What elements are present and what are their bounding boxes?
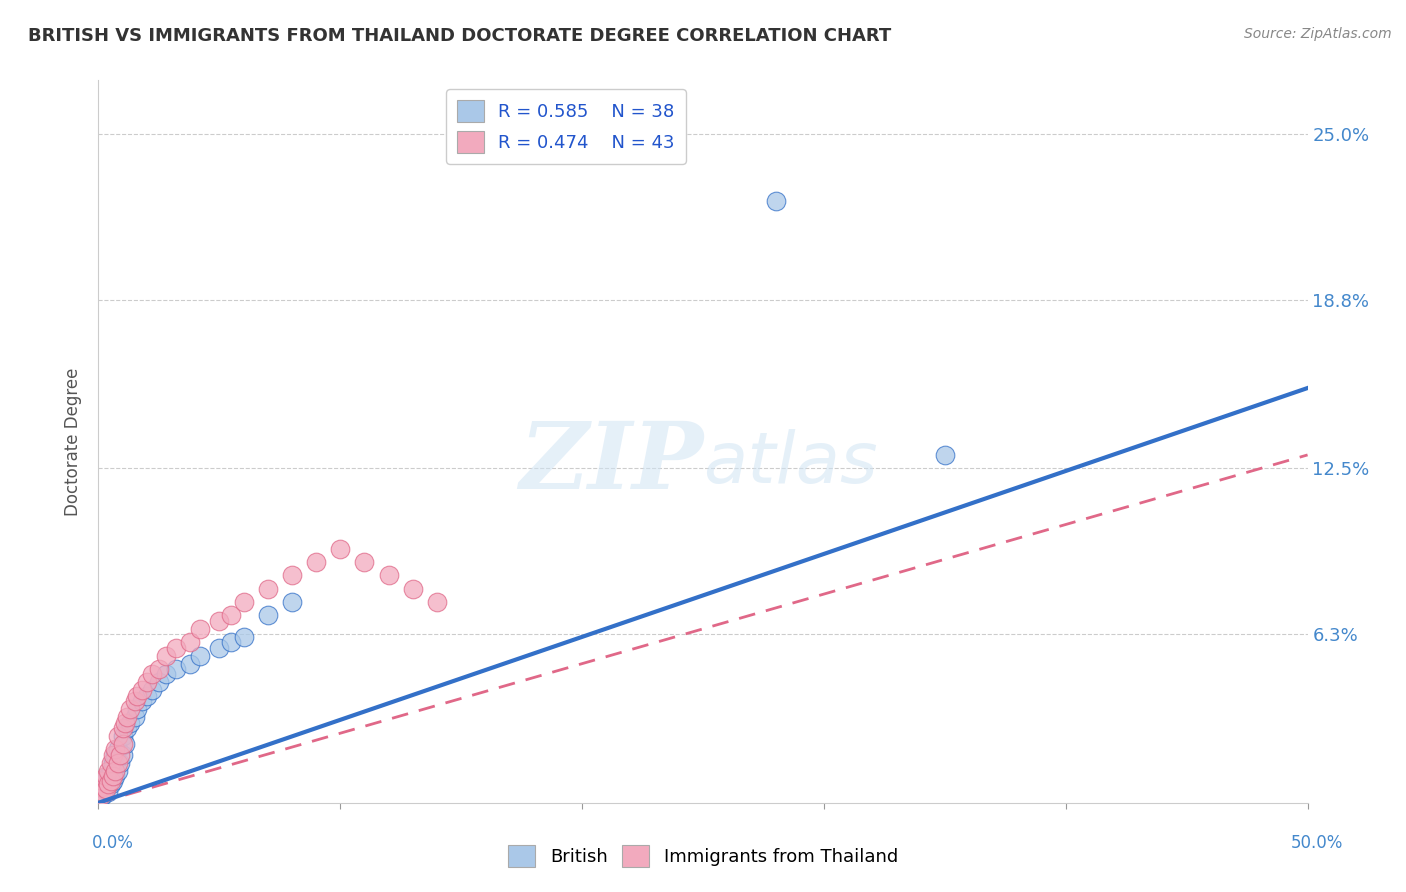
Point bbox=[155, 648, 177, 663]
Point bbox=[127, 702, 149, 716]
Point bbox=[107, 756, 129, 770]
Point bbox=[100, 774, 122, 789]
Point bbox=[141, 683, 163, 698]
Text: 0.0%: 0.0% bbox=[91, 834, 134, 852]
Point bbox=[124, 694, 146, 708]
Point bbox=[108, 747, 131, 762]
Point bbox=[118, 715, 141, 730]
Point bbox=[114, 715, 136, 730]
Point bbox=[131, 694, 153, 708]
Legend: R = 0.585    N = 38, R = 0.474    N = 43: R = 0.585 N = 38, R = 0.474 N = 43 bbox=[446, 89, 686, 164]
Point bbox=[94, 780, 117, 794]
Point bbox=[221, 608, 243, 623]
Point bbox=[94, 769, 117, 783]
Text: ZIP: ZIP bbox=[519, 418, 703, 508]
Point bbox=[91, 788, 114, 802]
Point bbox=[90, 780, 112, 794]
Text: 50.0%: 50.0% bbox=[1291, 834, 1343, 852]
Point bbox=[97, 785, 120, 799]
Point bbox=[135, 675, 157, 690]
Legend: British, Immigrants from Thailand: British, Immigrants from Thailand bbox=[501, 838, 905, 874]
Point bbox=[101, 747, 124, 762]
Point bbox=[281, 595, 304, 609]
Point bbox=[91, 785, 114, 799]
Point bbox=[155, 667, 177, 681]
Point bbox=[148, 662, 170, 676]
Point bbox=[208, 614, 231, 628]
Point bbox=[111, 737, 134, 751]
Point bbox=[281, 568, 304, 582]
Point bbox=[114, 737, 136, 751]
Point bbox=[377, 568, 399, 582]
Point bbox=[90, 788, 112, 802]
Point bbox=[101, 769, 124, 783]
Point bbox=[188, 622, 211, 636]
Point bbox=[305, 555, 328, 569]
Point bbox=[107, 742, 129, 756]
Point bbox=[104, 769, 127, 783]
Point bbox=[108, 756, 131, 770]
Point bbox=[426, 595, 449, 609]
Point bbox=[94, 782, 117, 797]
Point bbox=[934, 448, 956, 462]
Point bbox=[131, 683, 153, 698]
Point bbox=[104, 747, 127, 762]
Point bbox=[97, 769, 120, 783]
Point bbox=[100, 756, 122, 770]
Point bbox=[104, 764, 127, 778]
Point bbox=[124, 710, 146, 724]
Point bbox=[111, 747, 134, 762]
Point bbox=[97, 777, 120, 791]
Point bbox=[104, 742, 127, 756]
Text: Source: ZipAtlas.com: Source: ZipAtlas.com bbox=[1244, 27, 1392, 41]
Point bbox=[101, 774, 124, 789]
Text: BRITISH VS IMMIGRANTS FROM THAILAND DOCTORATE DEGREE CORRELATION CHART: BRITISH VS IMMIGRANTS FROM THAILAND DOCT… bbox=[28, 27, 891, 45]
Point bbox=[135, 689, 157, 703]
Point bbox=[232, 595, 254, 609]
Point bbox=[179, 635, 201, 649]
Point bbox=[353, 555, 375, 569]
Point bbox=[117, 721, 139, 735]
Point bbox=[179, 657, 201, 671]
Point bbox=[111, 721, 134, 735]
Point bbox=[90, 790, 112, 805]
Point bbox=[141, 667, 163, 681]
Point bbox=[107, 764, 129, 778]
Point bbox=[127, 689, 149, 703]
Point bbox=[107, 729, 129, 743]
Point bbox=[256, 582, 278, 596]
Point bbox=[91, 774, 114, 789]
Point bbox=[256, 608, 278, 623]
Point bbox=[100, 777, 122, 791]
Point bbox=[117, 710, 139, 724]
Point bbox=[111, 729, 134, 743]
Point bbox=[165, 640, 187, 655]
Point bbox=[100, 764, 122, 778]
Point bbox=[329, 541, 352, 556]
Point bbox=[221, 635, 243, 649]
Point bbox=[94, 772, 117, 786]
Point bbox=[91, 782, 114, 797]
Point bbox=[148, 675, 170, 690]
Point bbox=[101, 756, 124, 770]
Point bbox=[765, 194, 787, 208]
Text: atlas: atlas bbox=[703, 429, 877, 498]
Point bbox=[165, 662, 187, 676]
Point bbox=[402, 582, 425, 596]
Y-axis label: Doctorate Degree: Doctorate Degree bbox=[65, 368, 83, 516]
Point bbox=[232, 630, 254, 644]
Point bbox=[188, 648, 211, 663]
Point bbox=[208, 640, 231, 655]
Point bbox=[118, 702, 141, 716]
Point bbox=[97, 764, 120, 778]
